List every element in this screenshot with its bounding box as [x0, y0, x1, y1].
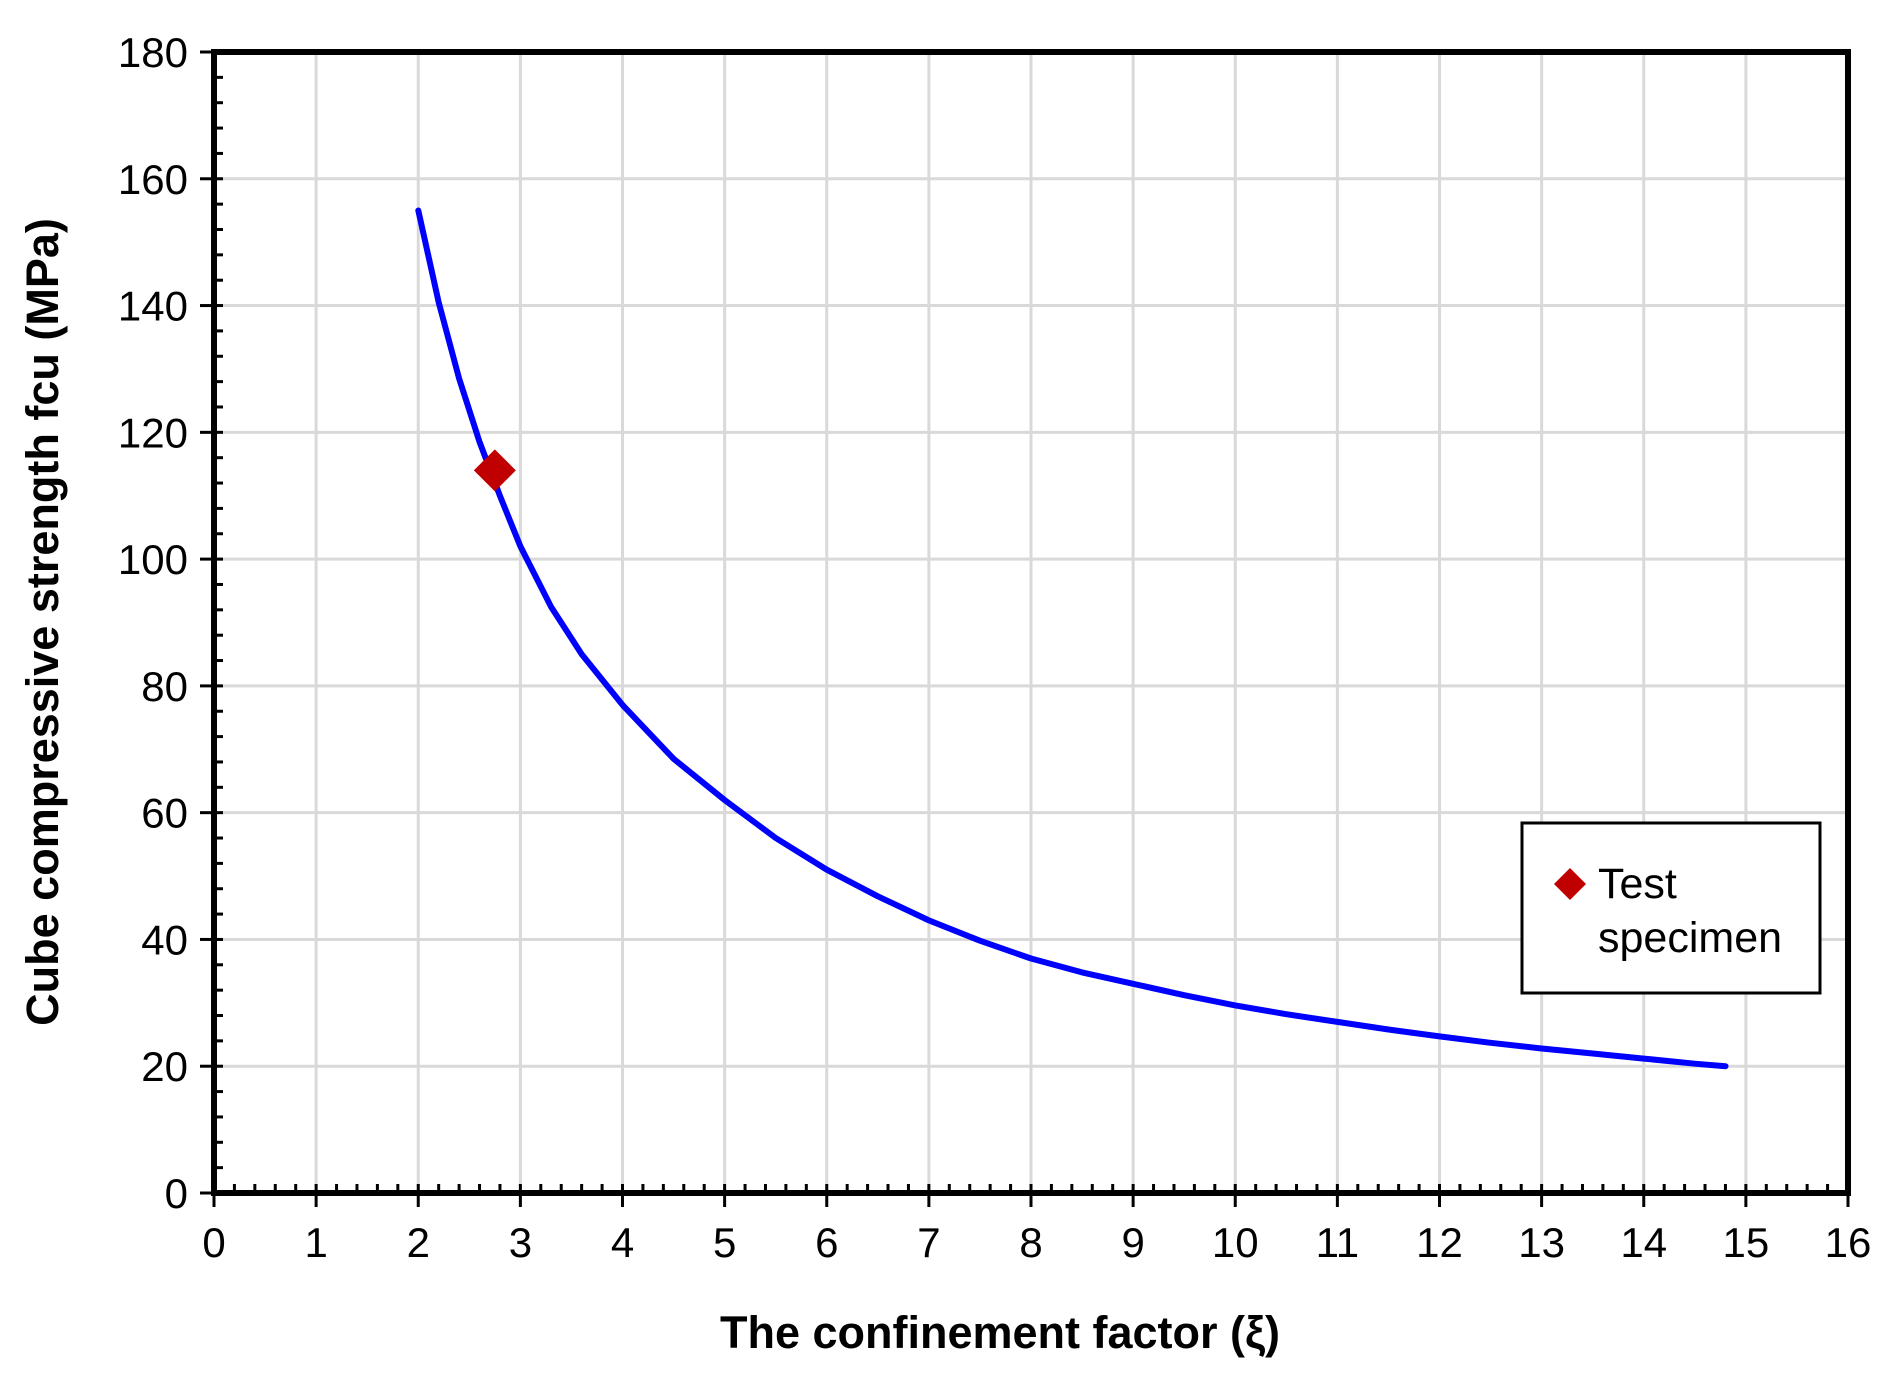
y-tick-label: 40	[141, 916, 188, 963]
legend-marker-test-specimen	[1554, 868, 1586, 900]
y-axis-title: Cube compressive strength fcu (MPa)	[17, 218, 68, 1026]
x-tick-label: 10	[1212, 1219, 1259, 1266]
x-tick-label: 15	[1723, 1219, 1770, 1266]
x-tick-label: 16	[1825, 1219, 1872, 1266]
data-point-test-specimen	[473, 449, 516, 492]
y-tick-label: 100	[118, 536, 188, 583]
x-tick-label: 7	[917, 1219, 940, 1266]
x-tick-label: 3	[509, 1219, 532, 1266]
y-tick-label: 60	[141, 790, 188, 837]
x-tick-label: 0	[202, 1219, 225, 1266]
y-tick-label: 80	[141, 663, 188, 710]
y-tick-label: 120	[118, 409, 188, 456]
x-tick-label: 6	[815, 1219, 838, 1266]
x-tick-label: 14	[1620, 1219, 1667, 1266]
series-line-fcu-curve	[415, 207, 1729, 1070]
legend-label-line1: Test	[1598, 860, 1677, 908]
x-tick-label: 9	[1121, 1219, 1144, 1266]
x-tick-label: 11	[1316, 1219, 1360, 1266]
x-tick-label: 5	[713, 1219, 736, 1266]
y-tick-label: 140	[118, 283, 188, 330]
x-axis-title: The confinement factor (ξ)	[720, 1307, 1280, 1358]
legend: Test specimen	[1520, 821, 1822, 995]
y-axis-tick-labels: 0 20 40 60 80 100 120 140 160 180	[118, 29, 188, 1217]
x-tick-label: 1	[304, 1219, 327, 1266]
y-tick-label: 160	[118, 156, 188, 203]
x-tick-label: 2	[407, 1219, 430, 1266]
x-axis-tick-labels: 0 1 2 3 4 5 6 7 8 9 10 11 12 13 14 15 16	[202, 1219, 1871, 1266]
y-tick-label: 0	[165, 1170, 188, 1217]
plot-area-frame	[211, 49, 1851, 1196]
legend-box	[1520, 821, 1822, 995]
minor-ticks	[200, 50, 1850, 1207]
x-tick-label: 4	[611, 1219, 634, 1266]
y-tick-label: 180	[118, 29, 188, 76]
x-tick-label: 13	[1518, 1219, 1565, 1266]
x-tick-label: 8	[1019, 1219, 1042, 1266]
legend-label-line2: specimen	[1598, 914, 1782, 962]
y-tick-label: 20	[141, 1043, 188, 1090]
data-layer	[415, 207, 1729, 1070]
grid-lines	[214, 52, 1848, 1193]
x-tick-label: 12	[1416, 1219, 1463, 1266]
